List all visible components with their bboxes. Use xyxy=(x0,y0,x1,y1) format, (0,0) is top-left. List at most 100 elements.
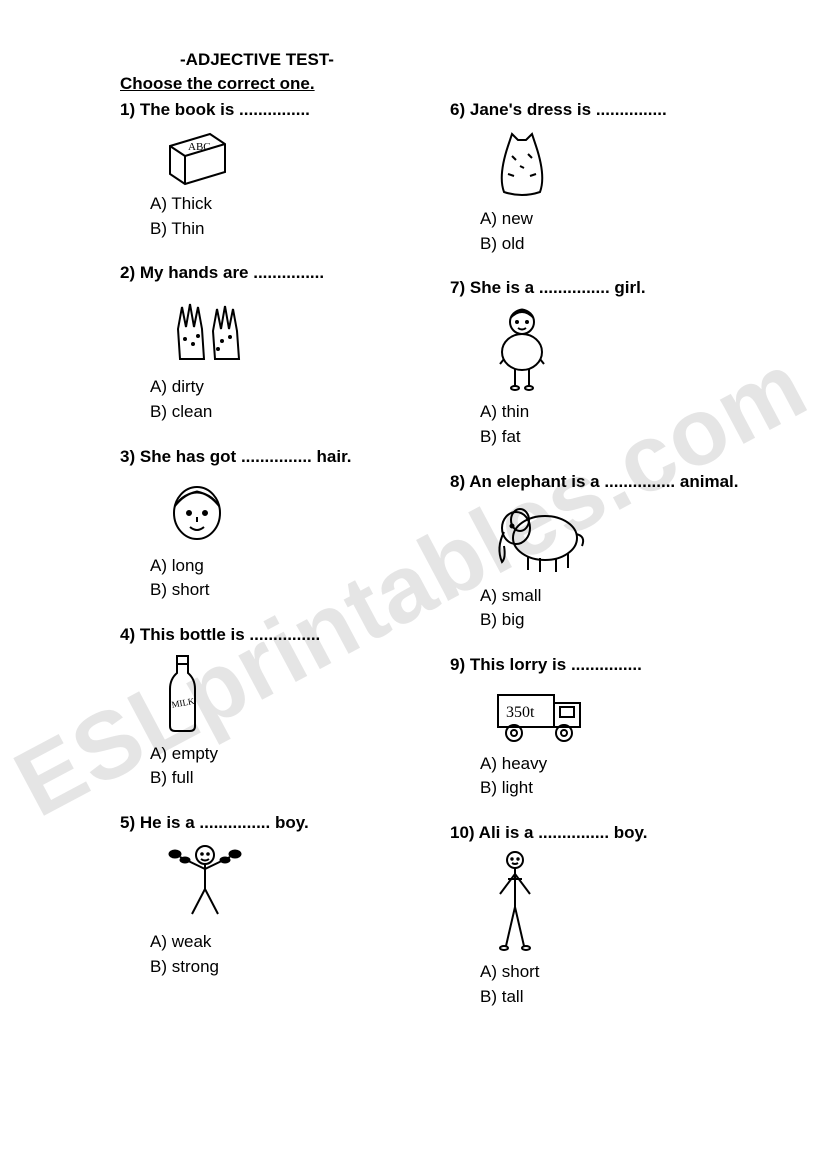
options: A) short B) tall xyxy=(480,960,750,1009)
columns: 1) The book is ............... ABC A) Th… xyxy=(120,100,751,1031)
question-number: 6) xyxy=(450,100,465,119)
option-text: short xyxy=(502,962,540,981)
option-a: A) long xyxy=(150,554,420,579)
option-text: heavy xyxy=(502,754,547,773)
prompt-before: She is a xyxy=(470,278,539,297)
option-text: empty xyxy=(172,744,218,763)
question-number: 9) xyxy=(450,655,465,674)
option-label: A) xyxy=(150,194,167,213)
svg-text:ABC: ABC xyxy=(188,141,211,153)
prompt-before: Ali is a xyxy=(479,823,539,842)
prompt-after: girl. xyxy=(610,278,646,297)
girl-icon xyxy=(490,304,750,394)
prompt-after: boy. xyxy=(609,823,647,842)
question-prompt: 3) She has got ............... hair. xyxy=(120,447,420,467)
option-label: B) xyxy=(150,402,167,421)
option-b: B) fat xyxy=(480,425,750,450)
page-title: -ADJECTIVE TEST- xyxy=(180,50,751,70)
question-number: 4) xyxy=(120,625,135,644)
option-b: B) big xyxy=(480,608,750,633)
options: A) dirtyB) clean xyxy=(150,375,420,424)
option-text: big xyxy=(502,610,525,629)
options: A) newB) old xyxy=(480,207,750,256)
option-text: small xyxy=(502,586,542,605)
question-8: 8) An elephant is a ............... anim… xyxy=(450,472,750,633)
option-a: A) small xyxy=(480,584,750,609)
prompt-before: She has got xyxy=(140,447,241,466)
blank: ............... xyxy=(199,813,270,832)
blank: ............... xyxy=(571,655,642,674)
question-9: 9) This lorry is ............... 350t A)… xyxy=(450,655,750,801)
question-prompt: 9) This lorry is ............... xyxy=(450,655,750,675)
question-number: 1) xyxy=(120,100,135,119)
svg-text:350t: 350t xyxy=(506,704,535,721)
question-number: 2) xyxy=(120,263,135,282)
blank: ............... xyxy=(538,823,609,842)
prompt-before: My hands are xyxy=(140,263,253,282)
prompt-after: boy. xyxy=(270,813,308,832)
question-prompt: 2) My hands are ............... xyxy=(120,263,420,283)
option-text: long xyxy=(172,556,204,575)
options: A) empty B) full xyxy=(150,742,420,791)
option-label: A) xyxy=(480,962,497,981)
option-label: B) xyxy=(480,234,497,253)
blank: ............... xyxy=(539,278,610,297)
prompt-before: An elephant is a xyxy=(469,472,604,491)
prompt-after: hair. xyxy=(312,447,352,466)
option-label: A) xyxy=(480,209,497,228)
column-right: 6) Jane's dress is ............... A) ne… xyxy=(450,100,750,1031)
question-3: 3) She has got ............... hair. A) … xyxy=(120,447,420,603)
option-label: B) xyxy=(150,580,167,599)
instruction-text: Choose the correct one. xyxy=(120,74,751,94)
option-text: short xyxy=(172,580,210,599)
option-text: full xyxy=(172,768,194,787)
question-7: 7) She is a ............... girl. A) thi… xyxy=(450,278,750,449)
prompt-before: The book is xyxy=(140,100,239,119)
option-text: tall xyxy=(502,987,524,1006)
question-prompt: 10) Ali is a ............... boy. xyxy=(450,823,750,843)
question-prompt: 6) Jane's dress is ............... xyxy=(450,100,750,120)
option-a: A) heavy xyxy=(480,752,750,777)
option-label: B) xyxy=(150,957,167,976)
option-label: B) xyxy=(150,768,167,787)
blank: ............... xyxy=(241,447,312,466)
option-text: clean xyxy=(172,402,213,421)
question-5: 5) He is a ............... boy. A) weakB… xyxy=(120,813,420,979)
option-b: B) clean xyxy=(150,400,420,425)
prompt-after: animal. xyxy=(675,472,738,491)
blank: ............... xyxy=(239,100,310,119)
tallboy-icon xyxy=(490,849,750,954)
question-prompt: 1) The book is ............... xyxy=(120,100,420,120)
option-b: B) full xyxy=(150,766,420,791)
option-label: B) xyxy=(480,610,497,629)
option-text: Thick xyxy=(171,194,212,213)
option-b: B) Thin xyxy=(150,217,420,242)
option-text: light xyxy=(502,778,533,797)
options: A) heavyB) light xyxy=(480,752,750,801)
book-icon: ABC xyxy=(160,126,420,186)
option-label: A) xyxy=(150,744,167,763)
svg-text:MILK: MILK xyxy=(171,696,196,710)
option-text: old xyxy=(502,234,525,253)
option-text: fat xyxy=(502,427,521,446)
option-text: Thin xyxy=(171,219,204,238)
question-2: 2) My hands are ............... A) dirty… xyxy=(120,263,420,424)
option-label: A) xyxy=(480,402,497,421)
option-text: thin xyxy=(502,402,529,421)
option-b: B) tall xyxy=(480,985,750,1010)
prompt-before: This lorry is xyxy=(470,655,571,674)
option-label: B) xyxy=(480,778,497,797)
option-b: B) short xyxy=(150,578,420,603)
option-label: A) xyxy=(150,377,167,396)
question-number: 5) xyxy=(120,813,135,832)
elephant-icon xyxy=(490,498,750,578)
question-prompt: 5) He is a ............... boy. xyxy=(120,813,420,833)
prompt-before: Jane's dress is xyxy=(470,100,596,119)
blank: ............... xyxy=(253,263,324,282)
option-a: A) thin xyxy=(480,400,750,425)
blank: ............... xyxy=(604,472,675,491)
question-prompt: 7) She is a ............... girl. xyxy=(450,278,750,298)
option-label: A) xyxy=(150,556,167,575)
options: A) Thick B) Thin xyxy=(150,192,420,241)
question-6: 6) Jane's dress is ............... A) ne… xyxy=(450,100,750,256)
